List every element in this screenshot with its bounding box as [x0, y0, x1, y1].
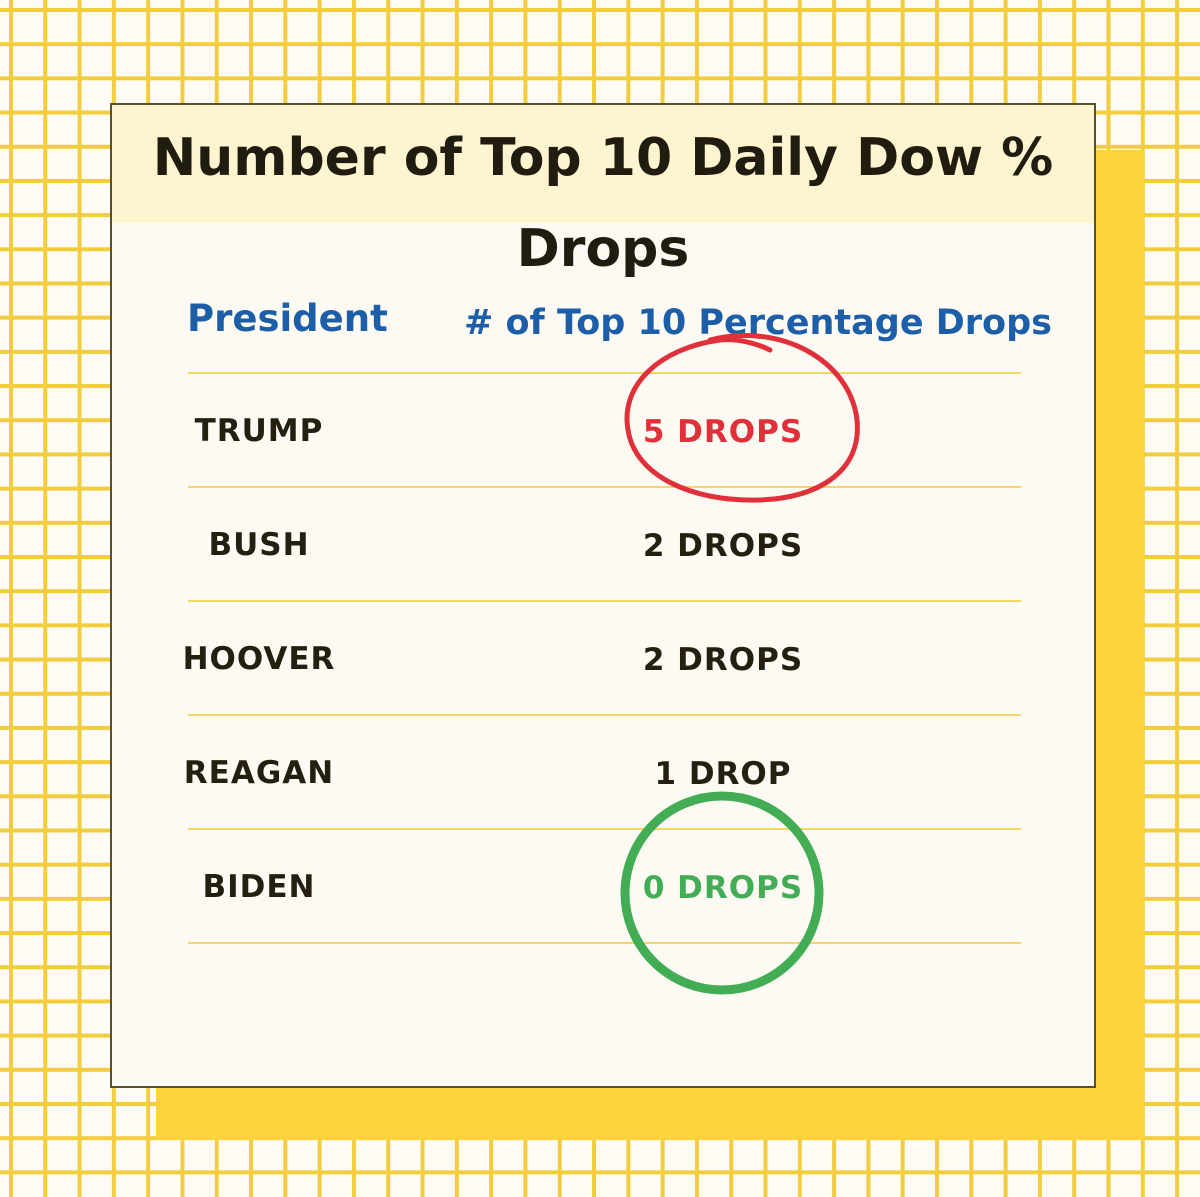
row-divider: [188, 486, 1021, 488]
row-divider: [188, 828, 1021, 830]
title-band: [112, 105, 1094, 223]
row-divider: [188, 600, 1021, 602]
row-divider: [188, 942, 1021, 944]
red-circle-annotation: [624, 333, 860, 503]
president-name: TRUMP: [194, 413, 324, 449]
president-name: BUSH: [208, 527, 310, 563]
drop-count: 5 DROPS: [642, 414, 804, 450]
header-president: President: [187, 297, 388, 340]
president-name: HOOVER: [182, 641, 336, 677]
green-circle-annotation: [620, 791, 824, 995]
drop-count: 0 DROPS: [642, 870, 804, 906]
row-divider: [188, 714, 1021, 716]
drop-count: 1 DROP: [654, 756, 792, 792]
president-name: BIDEN: [202, 869, 316, 905]
page-title: Number of Top 10 Daily Dow % Drops: [152, 128, 1054, 279]
drop-count: 2 DROPS: [642, 642, 804, 678]
row-divider: [188, 372, 1021, 374]
infographic-card: Number of Top 10 Daily Dow % Drops Presi…: [110, 103, 1096, 1088]
drop-count: 2 DROPS: [642, 528, 804, 564]
president-name: REAGAN: [183, 755, 335, 791]
